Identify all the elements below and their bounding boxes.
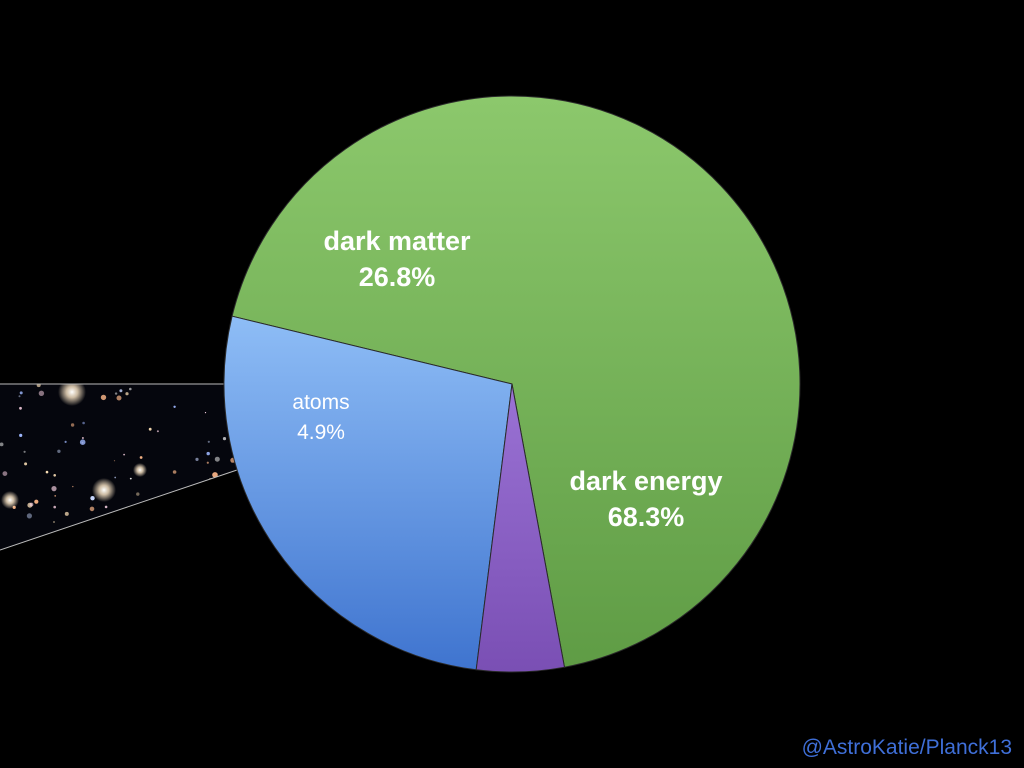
galaxy-dot: [26, 513, 32, 519]
galaxy-dot: [104, 505, 108, 509]
galaxy-dot: [214, 456, 220, 462]
galaxy-dot: [207, 440, 210, 443]
galaxy-dot: [231, 492, 234, 495]
galaxy-dot: [139, 456, 143, 459]
galaxy-dot: [100, 394, 107, 401]
slice-label-atoms: atoms: [292, 391, 349, 414]
galaxy-dot: [23, 450, 26, 453]
galaxy-dot: [115, 532, 120, 537]
galaxy-dot: [53, 505, 56, 509]
slice-label-dark-energy: dark energy: [569, 466, 722, 496]
galaxy-dot: [81, 437, 84, 439]
galaxy-dot: [64, 511, 69, 516]
galaxy-glow: [58, 384, 86, 406]
galaxy-dot: [173, 405, 176, 408]
galaxy-dot: [19, 391, 23, 395]
galaxy-dot: [53, 474, 56, 477]
galaxy-dot: [204, 412, 207, 414]
galaxy-dot: [172, 470, 177, 474]
galaxy-dot: [125, 392, 129, 396]
pie-slice-dark-energy: [231, 95, 801, 668]
galaxy-dot: [225, 535, 231, 541]
galaxy-dot: [177, 491, 180, 494]
galaxy-dot: [220, 515, 224, 519]
galaxy-glow: [133, 463, 147, 477]
slice-value-dark-energy: 68.3%: [608, 502, 685, 532]
galaxy-dot: [90, 496, 95, 501]
galaxy-dot: [114, 476, 117, 479]
galaxy-field-image: [0, 384, 240, 550]
galaxy-dot: [79, 439, 86, 446]
galaxy-dot: [53, 521, 55, 523]
galaxy-dot: [222, 437, 227, 441]
galaxy-glow: [92, 478, 116, 502]
galaxy-dot: [103, 541, 106, 544]
galaxy-dot: [29, 502, 34, 507]
galaxy-dot: [82, 421, 85, 425]
galaxy-dot: [70, 423, 75, 427]
galaxy-dot: [119, 389, 123, 393]
galaxy-dot: [206, 503, 209, 505]
slice-label-dark-matter: dark matter: [323, 226, 471, 256]
galaxy-dot: [206, 451, 210, 456]
galaxy-dot: [89, 506, 95, 512]
galaxy-dot: [116, 395, 122, 401]
galaxy-dot: [54, 495, 57, 497]
galaxy-dot: [129, 477, 132, 480]
galaxy-dot: [212, 472, 218, 478]
galaxy-dot: [24, 462, 28, 466]
galaxy-dot: [184, 500, 187, 503]
galaxy-dot: [195, 457, 199, 461]
galaxy-dot: [113, 460, 116, 462]
slice-value-dark-matter: 26.8%: [359, 262, 436, 292]
galaxy-dot: [129, 387, 132, 391]
galaxy-dot: [114, 392, 118, 395]
pie-slice-atoms: [475, 383, 566, 673]
credit-text: @AstroKatie/Planck13: [801, 736, 1012, 759]
slice-value-atoms: 4.9%: [297, 421, 345, 444]
pie-slice-dark-matter: [223, 315, 513, 671]
galaxy-dot: [34, 499, 39, 504]
galaxy-dot: [156, 430, 159, 433]
galaxy-dot: [206, 461, 209, 464]
galaxy-dot: [2, 471, 8, 476]
galaxy-dot: [51, 486, 57, 492]
galaxy-dot: [91, 521, 94, 523]
galaxy-dot: [197, 507, 202, 511]
galaxy-dot: [45, 470, 49, 474]
galaxy-dot: [64, 440, 67, 443]
inset-edge-line: [0, 468, 241, 551]
galaxy-dot: [0, 442, 4, 447]
galaxy-dot: [57, 449, 61, 453]
galaxy-dot: [164, 541, 169, 546]
galaxy-dot: [19, 406, 22, 410]
galaxy-dot: [38, 390, 45, 396]
galaxy-dot: [136, 492, 140, 496]
galaxy-dot: [148, 427, 152, 431]
galaxy-glow: [1, 491, 19, 509]
galaxy-dot: [19, 433, 23, 437]
galaxy-dot: [72, 485, 74, 488]
galaxy-dot: [123, 453, 125, 456]
galaxy-dot: [18, 395, 21, 398]
